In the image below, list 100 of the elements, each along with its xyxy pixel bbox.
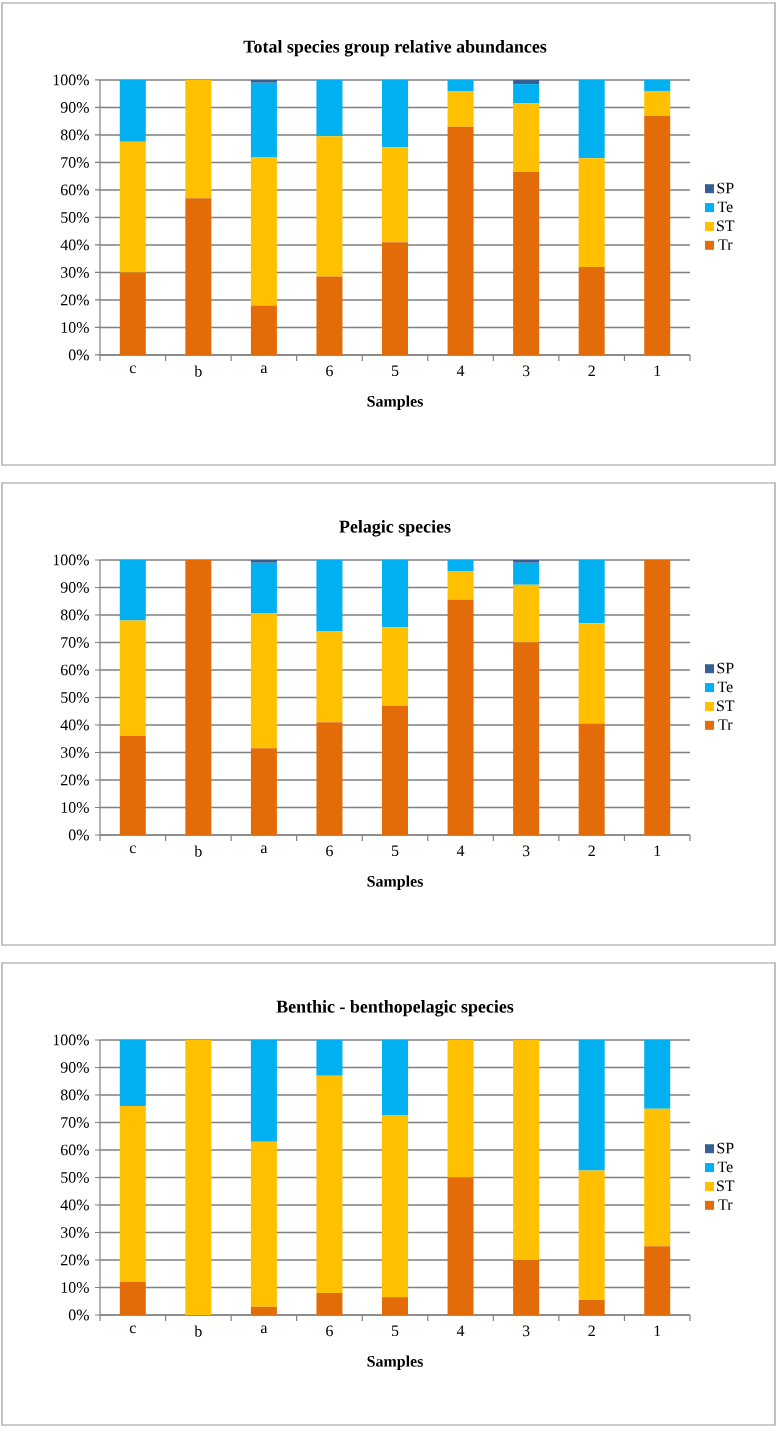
- bar: [250, 82, 277, 157]
- y-tick-label: 40%: [60, 719, 89, 731]
- bar: [382, 627, 409, 706]
- bar: [513, 562, 540, 585]
- legend-label: SP: [717, 662, 734, 674]
- legend-label: Te: [717, 681, 733, 693]
- bar: [250, 559, 277, 563]
- legend-label: ST: [717, 1180, 735, 1192]
- legend-label: ST: [717, 220, 735, 232]
- x-tick-label: b: [194, 1325, 202, 1337]
- bar: [513, 642, 540, 835]
- y-tick-label: 70%: [61, 157, 89, 168]
- x-axis-title: Samples: [367, 1355, 423, 1370]
- bar: [382, 79, 409, 148]
- y-tick-label: 30%: [61, 267, 89, 278]
- bar: [644, 90, 671, 116]
- bar: [447, 90, 474, 127]
- bar: [316, 1039, 343, 1076]
- legend-label: SP: [717, 182, 734, 194]
- y-tick-label: 20%: [60, 774, 89, 786]
- bar: [447, 1177, 474, 1315]
- bar: [578, 266, 605, 355]
- bar: [447, 599, 474, 835]
- y-tick-label: 90%: [60, 1062, 89, 1073]
- y-tick-label: 0%: [68, 1309, 89, 1321]
- bar: [250, 1141, 277, 1307]
- legend-label: ST: [717, 700, 735, 712]
- bar: [513, 584, 540, 643]
- bar: [447, 570, 474, 600]
- y-tick-label: 100%: [53, 554, 89, 566]
- x-tick-label: 6: [326, 1325, 333, 1337]
- bar: [578, 723, 605, 835]
- chart-title: Total species group relative abundances: [243, 40, 547, 57]
- x-tick-label: 2: [588, 365, 595, 377]
- bar: [644, 79, 671, 91]
- x-tick-label: 6: [326, 365, 333, 377]
- legend-label: Te: [717, 1161, 733, 1173]
- y-tick-label: 20%: [60, 1254, 89, 1266]
- legend-label: SP: [717, 1142, 734, 1154]
- bar: [185, 198, 212, 355]
- y-tick-label: 40%: [60, 239, 89, 251]
- bar: [578, 559, 605, 624]
- x-tick-label: 1: [654, 845, 661, 857]
- bar: [382, 1039, 409, 1116]
- bar: [447, 559, 474, 571]
- y-tick-label: 100%: [53, 1034, 89, 1046]
- x-tick-label: 4: [456, 845, 465, 856]
- x-tick-label: 3: [522, 845, 530, 857]
- bar: [578, 158, 605, 267]
- bar: [185, 1039, 212, 1315]
- x-tick-label: 6: [326, 845, 333, 857]
- bar: [316, 631, 343, 723]
- bar: [644, 115, 671, 355]
- x-tick-label: 1: [654, 1325, 661, 1337]
- bar: [513, 1260, 540, 1315]
- x-tick-label: 4: [456, 1325, 465, 1336]
- y-tick-label: 80%: [60, 609, 89, 621]
- bar: [513, 559, 540, 563]
- bar: [316, 1293, 343, 1315]
- y-tick-label: 0%: [68, 829, 89, 841]
- bar: [185, 559, 212, 835]
- chart-title: Pelagic species: [339, 520, 451, 537]
- bar: [382, 1297, 409, 1315]
- bar: [119, 1282, 146, 1315]
- y-tick-label: 90%: [60, 582, 89, 593]
- x-tick-label: a: [260, 845, 268, 854]
- y-tick-label: 0%: [68, 349, 89, 361]
- bar: [316, 1075, 343, 1293]
- x-tick-label: 2: [588, 845, 595, 857]
- bar: [578, 1170, 605, 1300]
- bar: [382, 705, 409, 835]
- bar: [119, 79, 146, 142]
- bar: [316, 559, 343, 632]
- bar: [250, 748, 277, 835]
- y-tick-label: 80%: [60, 1089, 89, 1101]
- y-tick-label: 60%: [60, 184, 89, 196]
- y-tick-label: 50%: [61, 1172, 89, 1183]
- y-tick-label: 80%: [60, 129, 89, 141]
- bar: [578, 79, 605, 159]
- x-tick-label: a: [260, 365, 268, 374]
- y-tick-label: 30%: [61, 747, 89, 758]
- bar: [382, 559, 409, 628]
- y-tick-label: 70%: [61, 1117, 89, 1128]
- chart-title: Benthic - benthopelagic species: [276, 1000, 514, 1017]
- y-tick-label: 40%: [60, 1199, 89, 1211]
- bar: [382, 242, 409, 355]
- y-tick-label: 60%: [60, 664, 89, 676]
- bar: [316, 79, 343, 137]
- y-tick-label: 50%: [61, 692, 89, 703]
- x-tick-label: a: [260, 1325, 268, 1334]
- bar: [382, 1115, 409, 1298]
- bar: [119, 141, 146, 273]
- bar: [578, 1039, 605, 1171]
- bar: [644, 1246, 671, 1315]
- y-tick-label: 50%: [61, 212, 89, 223]
- bar: [119, 272, 146, 355]
- y-tick-label: 60%: [60, 1144, 89, 1156]
- bar: [119, 620, 146, 736]
- bar: [644, 1039, 671, 1109]
- x-tick-label: b: [194, 365, 202, 377]
